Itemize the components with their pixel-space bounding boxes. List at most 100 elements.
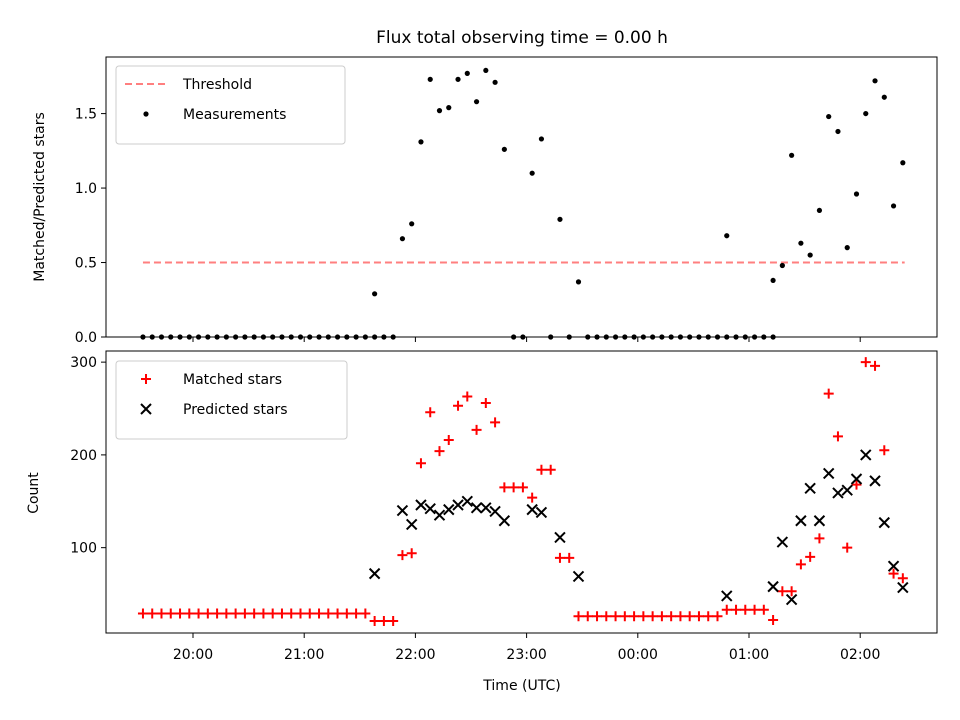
- matched-star-point: [897, 573, 908, 584]
- matched-star-point: [480, 397, 491, 408]
- measurement-point: [140, 334, 146, 340]
- matched-star-point: [554, 552, 565, 563]
- measurement-point: [297, 334, 304, 340]
- matched-star-point: [332, 608, 343, 619]
- matched-star-point: [805, 551, 816, 562]
- measurement-point: [548, 334, 554, 340]
- measurement-point: [195, 334, 202, 340]
- predicted-star-point: [535, 506, 548, 519]
- predicted-star-point: [841, 484, 853, 496]
- matched-star-point: [768, 615, 779, 626]
- measurement-point: [853, 191, 860, 197]
- predicted-star-point: [405, 518, 418, 531]
- measurement-point: [260, 334, 267, 340]
- measurement-point: [538, 136, 545, 142]
- matched-star-point: [814, 533, 825, 544]
- bottom-y-axis-label: Count: [26, 472, 42, 514]
- measurement-point: [381, 334, 387, 340]
- predicted-star-point: [498, 515, 511, 527]
- matched-star-point: [304, 608, 315, 619]
- matched-star-point: [499, 482, 510, 493]
- measurement-point: [900, 160, 906, 166]
- measurement-point: [612, 334, 619, 340]
- measurement-point: [687, 334, 693, 340]
- matched-star-point: [879, 445, 890, 456]
- measurement-point: [798, 240, 804, 246]
- x-tick-label: 22:00: [395, 647, 435, 663]
- predicted-star-point: [776, 536, 789, 548]
- predicted-star-point: [813, 515, 826, 527]
- predicted-star-point: [461, 495, 474, 507]
- matched-star-point: [276, 608, 287, 619]
- matched-star-point: [693, 611, 704, 622]
- measurement-point: [770, 334, 776, 340]
- x-tick-label: 21:00: [284, 647, 324, 663]
- matched-star-point: [545, 464, 556, 475]
- measurement-point: [270, 334, 276, 340]
- matched-star-point: [360, 608, 371, 619]
- matched-star-point: [573, 611, 584, 622]
- measurement-point: [362, 334, 368, 340]
- predicted-star-point: [887, 560, 900, 572]
- matched-star-point: [851, 479, 862, 490]
- measurement-point: [464, 70, 470, 76]
- legend-box: [115, 65, 346, 145]
- matched-star-point: [434, 446, 445, 457]
- legend-box: [115, 360, 348, 440]
- measurement-point: [659, 334, 665, 340]
- y-tick-label: 0.5: [75, 256, 97, 272]
- matched-star-point: [564, 552, 575, 563]
- measurement-point: [844, 245, 850, 251]
- matched-star-point: [508, 482, 519, 493]
- measurement-point: [594, 334, 600, 340]
- measurement-point: [631, 334, 637, 340]
- predicted-star-point: [850, 473, 863, 485]
- matched-star-point: [156, 608, 167, 619]
- measurement-point: [566, 334, 572, 340]
- measurement-point: [483, 67, 489, 74]
- matched-star-point: [638, 611, 649, 622]
- matched-star-point: [675, 611, 686, 622]
- measurement-point: [325, 334, 331, 340]
- predicted-star-point: [526, 503, 538, 516]
- measurement-point: [603, 334, 609, 340]
- matched-star-point: [536, 464, 547, 475]
- legend-marker: [141, 374, 151, 384]
- matched-star-point: [239, 608, 250, 619]
- matched-star-point: [684, 611, 695, 622]
- predicted-star-point: [869, 475, 881, 487]
- predicted-star-point: [832, 487, 844, 499]
- matched-star-point: [842, 542, 853, 553]
- measurement-point: [511, 334, 517, 340]
- measurement-point: [251, 334, 257, 340]
- measurement-point: [390, 334, 396, 340]
- measurement-point: [733, 334, 739, 340]
- matched-star-point: [415, 458, 426, 469]
- matched-star-point: [619, 611, 630, 622]
- matched-star-point: [443, 435, 454, 446]
- matched-star-point: [184, 608, 195, 619]
- matched-star-point: [425, 407, 436, 418]
- predicted-star-point: [804, 482, 816, 494]
- measurement-point: [696, 334, 702, 340]
- measurement-point: [872, 78, 878, 84]
- matched-star-point: [453, 400, 464, 411]
- matched-star-point: [490, 417, 501, 428]
- measurement-point: [807, 252, 813, 258]
- predicted-star-point: [489, 505, 501, 518]
- matched-star-point: [703, 611, 714, 622]
- y-tick-label: 100: [70, 541, 97, 557]
- measurement-point: [446, 105, 452, 111]
- measurement-point: [779, 262, 785, 269]
- matched-star-point: [721, 604, 732, 615]
- matched-star-point: [230, 608, 241, 619]
- measurement-point: [575, 279, 582, 285]
- measurement-point: [724, 334, 730, 340]
- matched-star-point: [212, 608, 223, 619]
- measurement-point: [233, 334, 239, 340]
- measurement-point: [473, 99, 480, 105]
- measurement-point: [826, 113, 832, 120]
- measurement-point: [881, 94, 887, 100]
- matched-star-point: [601, 611, 612, 622]
- measurement-point: [789, 152, 795, 158]
